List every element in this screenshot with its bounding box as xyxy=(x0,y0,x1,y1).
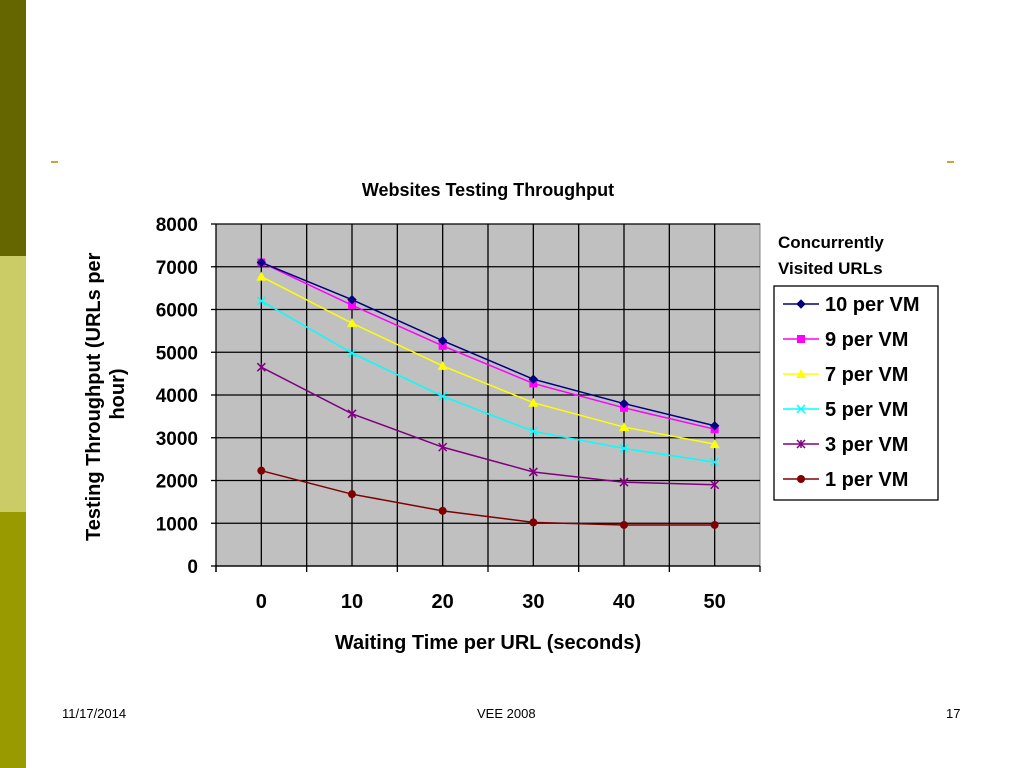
footer-date: 11/17/2014 xyxy=(62,706,127,721)
data-point xyxy=(619,443,629,453)
data-point xyxy=(438,442,448,452)
series-line xyxy=(260,300,715,463)
chart-title: Websites Testing Throughput xyxy=(362,180,614,200)
legend-label: 7 per VM xyxy=(825,364,908,386)
data-point xyxy=(256,257,267,268)
data-point xyxy=(257,466,266,475)
data-point xyxy=(710,457,720,467)
y-tick-label: 4000 xyxy=(156,386,198,407)
data-point xyxy=(347,318,357,328)
plot-area: 0 1000 2000 3000 4000 5000 6000 7000 8000 0 10 20 30… xyxy=(156,215,761,613)
x-tick-label: 10 xyxy=(341,591,363,613)
x-tick-label: 40 xyxy=(613,591,635,613)
side-band-middle xyxy=(0,256,26,512)
bullet-dash-right xyxy=(947,161,954,163)
side-band-bottom xyxy=(0,512,26,768)
legend-label: 3 per VM xyxy=(825,434,908,456)
data-point xyxy=(709,439,720,449)
legend-marker xyxy=(797,335,805,343)
series-3-per-vm xyxy=(256,362,720,490)
data-point xyxy=(619,398,629,409)
data-point xyxy=(528,374,539,384)
data-point xyxy=(528,467,538,477)
data-point xyxy=(619,477,629,487)
y-tick-label: 5000 xyxy=(156,343,198,364)
footer-title: VEE 2008 xyxy=(477,706,536,721)
data-point xyxy=(620,520,628,529)
y-tick-label: 0 xyxy=(187,557,198,578)
legend-marker xyxy=(796,299,806,309)
legend-label: 10 per VM xyxy=(825,294,919,316)
series-1-per-vm xyxy=(257,466,719,529)
data-point xyxy=(437,360,448,370)
legend-item: 5 per VM xyxy=(783,399,908,421)
data-point xyxy=(348,490,356,499)
legend-title: Visited URLs xyxy=(778,259,883,278)
x-tick-label: 0 xyxy=(256,591,267,613)
legend-item: 1 per VM xyxy=(783,469,908,491)
y-tick-label: 1000 xyxy=(156,514,198,535)
x-tick-label: 20 xyxy=(432,591,454,613)
legend-marker xyxy=(796,369,806,378)
data-point xyxy=(529,518,538,527)
data-point xyxy=(256,362,266,372)
side-band-top xyxy=(0,0,26,256)
y-tick-label: 8000 xyxy=(156,215,198,236)
data-point xyxy=(528,426,538,436)
legend-marker xyxy=(797,475,805,483)
data-point xyxy=(347,294,357,305)
bullet-dash-left xyxy=(51,161,58,163)
legend: Concurrently Visited URLs 10 per VM 9 per V… xyxy=(773,233,939,501)
legend-label: 1 per VM xyxy=(825,469,908,491)
data-point xyxy=(347,348,357,358)
x-tick-label: 30 xyxy=(522,591,544,613)
legend-title: Concurrently xyxy=(778,233,884,252)
legend-label: 5 per VM xyxy=(825,399,908,421)
legend-item: 10 per VM xyxy=(783,294,919,316)
legend-item: 7 per VM xyxy=(783,364,908,386)
y-tick-label: 6000 xyxy=(156,301,198,322)
data-point xyxy=(709,421,720,431)
series-7-per-vm xyxy=(256,271,720,449)
data-point xyxy=(710,520,719,529)
legend-box xyxy=(773,285,939,501)
data-point xyxy=(619,422,629,432)
legend-item: 9 per VM xyxy=(783,329,908,351)
x-axis-label: Waiting Time per URL (seconds) xyxy=(335,632,641,654)
series-line xyxy=(260,275,715,445)
legend-marker xyxy=(796,404,806,414)
data-point xyxy=(256,296,266,306)
data-point xyxy=(437,336,448,346)
series-line xyxy=(261,469,715,526)
data-point xyxy=(438,506,447,515)
series-10-per-vm xyxy=(256,257,720,431)
legend-marker xyxy=(796,439,806,449)
series-line xyxy=(260,366,715,486)
data-point xyxy=(348,301,356,310)
data-point xyxy=(347,409,357,419)
y-axis-label: Testing Throughput (URLs per hour) xyxy=(83,247,129,541)
series-line xyxy=(261,261,715,427)
series-line xyxy=(261,261,715,430)
y-tick-label: 7000 xyxy=(156,258,198,279)
legend-label: 9 per VM xyxy=(825,329,908,351)
series-5-per-vm xyxy=(256,296,720,467)
legend-item: 3 per VM xyxy=(783,434,908,456)
data-point xyxy=(438,391,448,401)
y-tick-label: 2000 xyxy=(156,472,198,493)
data-point xyxy=(438,341,447,350)
page-number: 17 xyxy=(946,706,961,721)
y-tick-label: 3000 xyxy=(156,429,198,450)
x-tick-label: 50 xyxy=(704,591,726,613)
data-point xyxy=(528,397,539,407)
data-point xyxy=(710,480,720,490)
data-point xyxy=(256,271,267,281)
